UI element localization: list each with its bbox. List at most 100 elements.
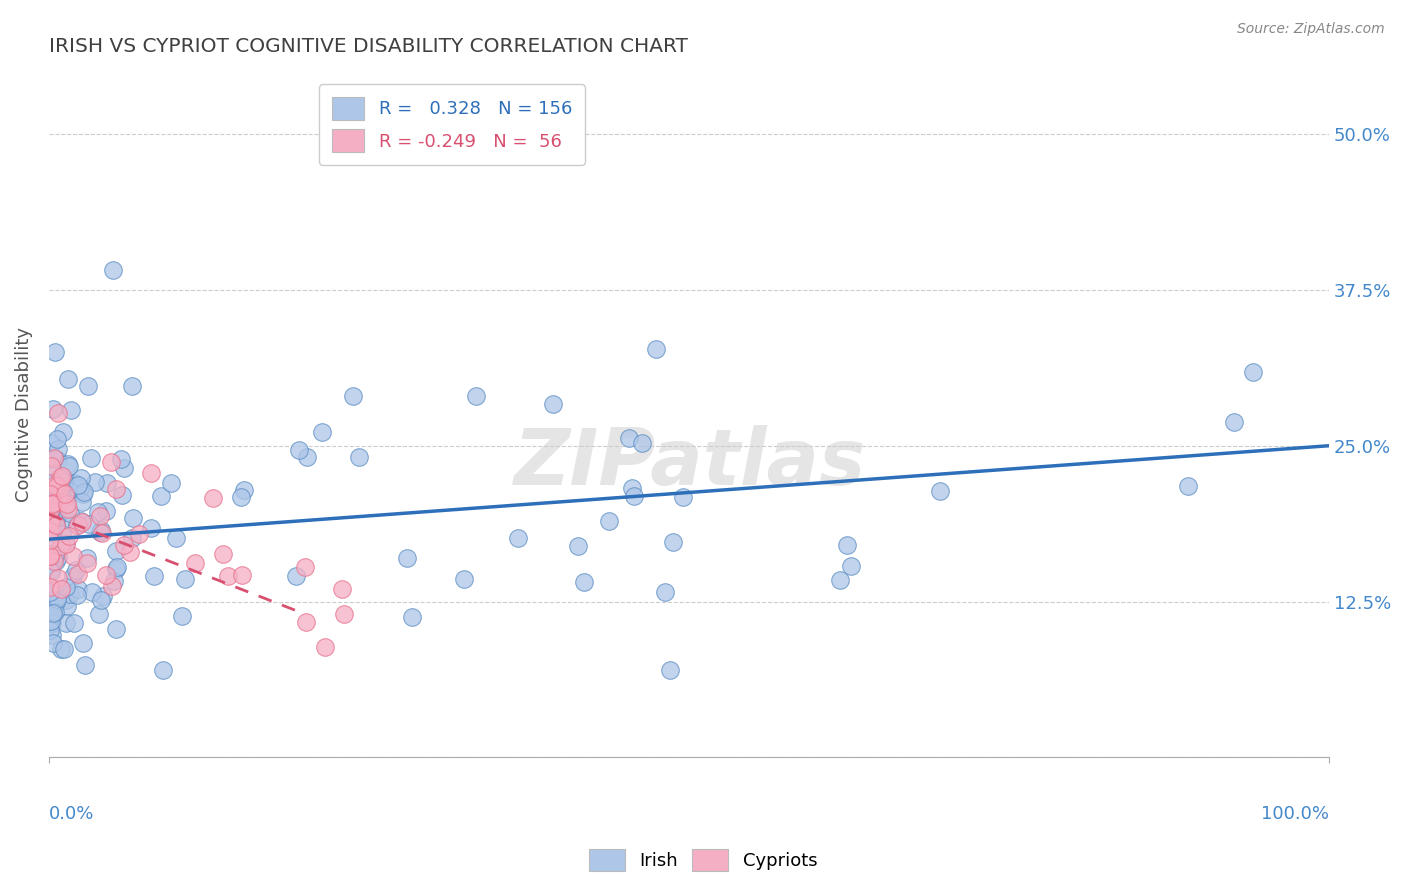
Point: [141, 466, 163, 480]
Point: [45, 516, 67, 530]
Point: [170, 609, 193, 624]
Point: [67, 517, 90, 532]
Point: [55, 536, 77, 550]
Point: [654, 585, 676, 599]
Point: [44, 548, 66, 562]
Point: [297, 450, 319, 465]
Point: [39, 513, 62, 527]
Point: [46, 591, 69, 605]
Point: [76, 556, 98, 570]
Point: [567, 539, 589, 553]
Point: [65, 563, 87, 577]
Point: [42, 527, 65, 541]
Point: [46, 592, 69, 607]
Point: [330, 582, 353, 597]
Point: [42, 451, 65, 466]
Point: [42, 496, 65, 510]
Point: [46, 479, 69, 493]
Point: [39, 459, 62, 474]
Point: [45, 432, 67, 446]
Point: [62, 549, 84, 564]
Point: [39, 515, 62, 529]
Point: [45, 595, 67, 609]
Point: [77, 516, 100, 531]
Point: [39, 599, 62, 613]
Point: [929, 484, 952, 499]
Point: [58, 372, 80, 386]
Point: [46, 571, 69, 585]
Point: [49, 499, 72, 513]
Point: [396, 550, 419, 565]
Point: [104, 482, 127, 496]
Point: [56, 475, 79, 490]
Point: [342, 389, 364, 403]
Point: [66, 518, 89, 533]
Point: [658, 663, 681, 677]
Point: [72, 487, 94, 501]
Point: [42, 514, 65, 528]
Point: [90, 523, 112, 537]
Point: [39, 515, 62, 529]
Point: [39, 549, 62, 563]
Point: [69, 514, 91, 528]
Point: [112, 461, 135, 475]
Point: [44, 452, 66, 467]
Point: [46, 406, 69, 420]
Point: [217, 569, 239, 583]
Point: [73, 485, 96, 500]
Point: [53, 498, 76, 512]
Point: [70, 515, 93, 529]
Point: [401, 610, 423, 624]
Point: [72, 636, 94, 650]
Point: [152, 663, 174, 677]
Point: [48, 549, 70, 564]
Point: [53, 487, 76, 501]
Point: [41, 511, 63, 525]
Point: [617, 431, 640, 445]
Point: [121, 531, 143, 545]
Point: [46, 442, 69, 456]
Point: [42, 606, 65, 620]
Point: [91, 589, 114, 603]
Point: [165, 531, 187, 545]
Point: [143, 569, 166, 583]
Point: [66, 567, 89, 582]
Point: [39, 524, 62, 538]
Point: [84, 475, 107, 489]
Point: [52, 425, 75, 439]
Point: [118, 545, 141, 559]
Point: [48, 481, 70, 495]
Point: [55, 580, 77, 594]
Point: [58, 506, 80, 520]
Point: [53, 475, 76, 489]
Point: [76, 551, 98, 566]
Point: [105, 544, 128, 558]
Point: [314, 640, 336, 654]
Point: [311, 425, 333, 440]
Text: IRISH VS CYPRIOT COGNITIVE DISABILITY CORRELATION CHART: IRISH VS CYPRIOT COGNITIVE DISABILITY CO…: [49, 37, 688, 56]
Point: [41, 628, 63, 642]
Point: [39, 506, 62, 520]
Point: [41, 522, 63, 536]
Point: [294, 560, 316, 574]
Point: [39, 487, 62, 501]
Y-axis label: Cognitive Disability: Cognitive Disability: [15, 327, 32, 502]
Point: [56, 495, 79, 509]
Point: [55, 593, 77, 607]
Point: [39, 563, 62, 577]
Point: [87, 505, 110, 519]
Point: [645, 343, 668, 357]
Legend: Irish, Cypriots: Irish, Cypriots: [581, 842, 825, 879]
Point: [44, 496, 66, 510]
Point: [623, 489, 645, 503]
Point: [55, 615, 77, 630]
Point: [41, 497, 63, 511]
Point: [94, 504, 117, 518]
Point: [56, 497, 79, 511]
Point: [96, 568, 118, 582]
Point: [42, 605, 65, 619]
Point: [62, 516, 84, 530]
Point: [80, 451, 103, 466]
Point: [211, 547, 233, 561]
Point: [44, 345, 66, 359]
